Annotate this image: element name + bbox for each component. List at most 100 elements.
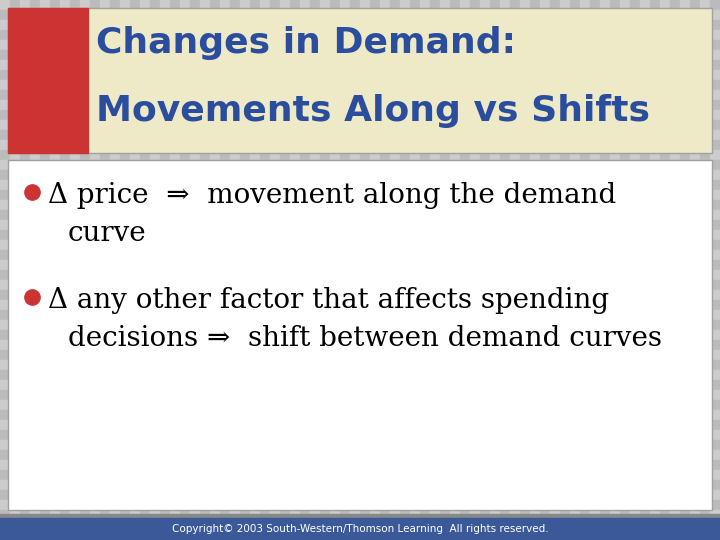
Bar	[680, 0, 690, 10]
Bar	[250, 260, 260, 270]
Bar	[630, 220, 640, 230]
Bar	[350, 50, 360, 60]
Bar	[460, 30, 470, 40]
Bar	[370, 220, 380, 230]
Bar	[610, 60, 620, 70]
Bar	[280, 350, 290, 360]
Bar	[440, 450, 450, 460]
Bar	[580, 40, 590, 50]
Bar	[550, 350, 560, 360]
Bar	[30, 10, 40, 20]
Bar	[160, 270, 170, 280]
Bar	[90, 480, 100, 490]
Bar	[330, 480, 340, 490]
Bar	[530, 140, 540, 150]
Bar	[550, 380, 560, 390]
Bar	[70, 210, 80, 220]
Bar	[100, 100, 110, 110]
Bar	[700, 350, 710, 360]
Bar	[190, 270, 200, 280]
Bar	[640, 60, 650, 70]
Bar	[700, 260, 710, 270]
Bar	[410, 380, 420, 390]
Bar	[440, 400, 450, 410]
Bar	[310, 10, 320, 20]
Bar	[130, 100, 140, 110]
Bar	[630, 330, 640, 340]
Bar	[280, 10, 290, 20]
Bar	[30, 530, 40, 540]
Bar	[220, 470, 230, 480]
Bar	[390, 120, 400, 130]
Bar	[140, 290, 150, 300]
Bar	[290, 250, 300, 260]
Bar	[640, 110, 650, 120]
Bar	[140, 340, 150, 350]
Bar	[70, 150, 80, 160]
Bar	[210, 270, 220, 280]
Bar	[580, 50, 590, 60]
Bar	[30, 270, 40, 280]
Bar	[400, 270, 410, 280]
Bar	[460, 400, 470, 410]
Bar	[0, 290, 10, 300]
Bar	[250, 120, 260, 130]
Bar	[540, 10, 550, 20]
Bar	[630, 40, 640, 50]
Bar	[270, 280, 280, 290]
Bar	[610, 500, 620, 510]
Bar	[660, 160, 670, 170]
Bar	[640, 430, 650, 440]
Bar	[450, 210, 460, 220]
Bar	[510, 400, 520, 410]
Bar	[530, 430, 540, 440]
Bar	[220, 530, 230, 540]
Bar	[260, 220, 270, 230]
Bar	[570, 390, 580, 400]
Bar	[60, 40, 70, 50]
Bar	[640, 240, 650, 250]
Bar	[570, 370, 580, 380]
Bar	[660, 60, 670, 70]
Bar	[40, 370, 50, 380]
Bar	[290, 410, 300, 420]
Bar	[450, 330, 460, 340]
Bar	[220, 280, 230, 290]
Bar	[10, 0, 20, 10]
Bar	[210, 250, 220, 260]
Bar	[280, 530, 290, 540]
Bar	[670, 380, 680, 390]
Bar	[540, 350, 550, 360]
Bar	[400, 490, 410, 500]
Bar	[160, 450, 170, 460]
Bar	[650, 340, 660, 350]
Bar	[340, 70, 350, 80]
Bar	[310, 320, 320, 330]
Bar	[500, 510, 510, 520]
Bar	[110, 470, 120, 480]
Bar	[420, 130, 430, 140]
Bar	[490, 110, 500, 120]
Bar	[470, 330, 480, 340]
Bar	[360, 280, 370, 290]
Bar	[90, 470, 100, 480]
Bar	[630, 320, 640, 330]
Bar	[410, 230, 420, 240]
Bar	[190, 500, 200, 510]
Bar	[430, 250, 440, 260]
Bar	[350, 380, 360, 390]
Bar	[20, 430, 30, 440]
Bar	[600, 360, 610, 370]
Bar	[140, 120, 150, 130]
Bar	[360, 60, 370, 70]
Bar	[90, 530, 100, 540]
Bar	[170, 510, 180, 520]
Bar	[480, 60, 490, 70]
Bar	[340, 320, 350, 330]
Bar	[30, 490, 40, 500]
Bar	[290, 270, 300, 280]
Bar	[670, 230, 680, 240]
Bar	[230, 300, 240, 310]
Bar	[130, 60, 140, 70]
Bar	[600, 210, 610, 220]
